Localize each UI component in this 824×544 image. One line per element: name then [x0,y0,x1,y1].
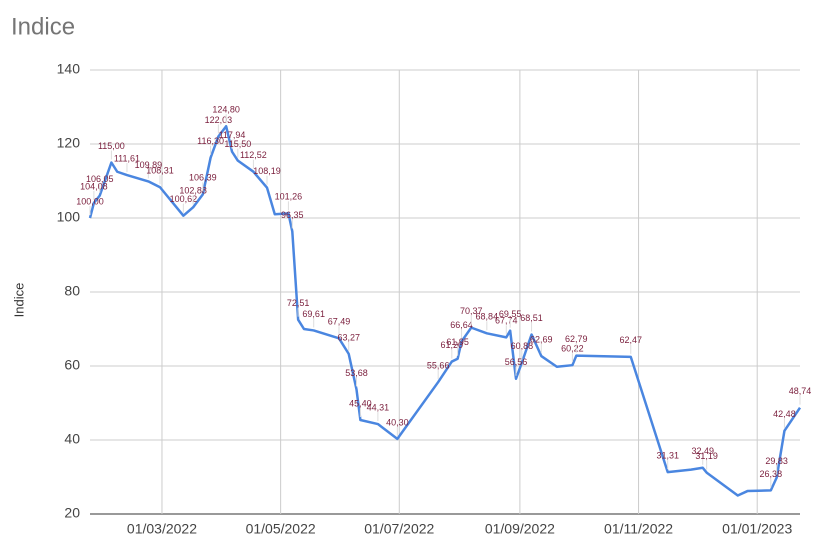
y-tick-label: 80 [64,283,80,299]
data-label: 61,95 [446,337,469,347]
y-tick-label: 100 [57,209,81,225]
y-tick-label: 60 [64,357,80,373]
data-label: 100,00 [76,196,104,206]
data-label: 115,00 [98,141,125,151]
data-label: 67,74 [495,316,518,326]
x-tick-label: 01/07/2022 [364,521,434,537]
data-label: 117,94 [219,130,246,140]
data-label: 32,49 [691,446,714,456]
data-label: 111,61 [114,153,140,163]
data-label: 29,83 [765,456,788,466]
y-axis-label: Indice [11,283,26,318]
data-label: 109,89 [135,160,163,170]
data-label: 108,31 [146,166,174,176]
data-label: 96,35 [281,210,304,220]
data-label: 48,74 [789,386,812,396]
data-label: 68,51 [520,313,543,323]
data-label: 124,80 [212,105,240,115]
data-label: 42,48 [773,409,796,419]
data-label: 104,08 [80,181,108,191]
data-label: 61,20 [441,340,464,350]
data-label: 70,37 [460,306,483,316]
x-tick-label: 01/11/2022 [604,521,673,537]
data-label: 55,66 [427,360,450,370]
data-label: 115,50 [224,139,251,149]
data-label: 62,69 [530,334,553,344]
line [88,124,802,497]
data-label: 69,61 [302,309,325,319]
data-label: 63,27 [337,332,360,342]
x-tick-label: 01/05/2022 [246,521,316,537]
data-label: 100,62 [170,194,198,204]
data-label: 66,64 [450,320,473,330]
x-tick-label: 01/03/2022 [127,521,197,537]
data-label: 102,88 [179,186,207,196]
data-label: 72,51 [287,298,310,308]
data-label: 62,79 [565,334,588,344]
data-label: 31,19 [695,451,718,461]
y-tick-label: 140 [57,61,81,77]
data-label: 45,40 [349,398,372,408]
data-label: 68,84 [476,312,499,322]
data-label: 108,19 [253,166,281,176]
y-tick-label: 120 [57,135,81,151]
data-label: 44,31 [367,402,390,412]
x-tick-label: 01/01/2023 [722,521,792,537]
data-label: 60,22 [561,344,584,354]
data-label: 26,38 [760,469,783,479]
data-label: 69,55 [499,309,522,319]
y-tick-label: 40 [64,431,80,447]
y-tick-label: 20 [64,505,80,521]
data-label: 62,47 [620,335,643,345]
data-label: 106,39 [189,173,217,183]
data-label: 31,31 [656,451,679,461]
data-label: 60,88 [511,341,534,351]
data-label: 53,68 [345,368,368,378]
data-label: 101,26 [275,192,303,202]
data-label: 67,49 [328,317,351,327]
x-tick-label: 01/09/2022 [485,521,555,537]
chart-title: Indice [11,13,75,40]
data-label: 40,30 [386,417,409,427]
data-label: 112,52 [240,150,267,160]
data-label: 56,56 [505,357,528,367]
data-label: 122,03 [205,115,233,125]
data-label: 106,05 [86,174,114,184]
data-label: 116,30 [197,136,224,146]
